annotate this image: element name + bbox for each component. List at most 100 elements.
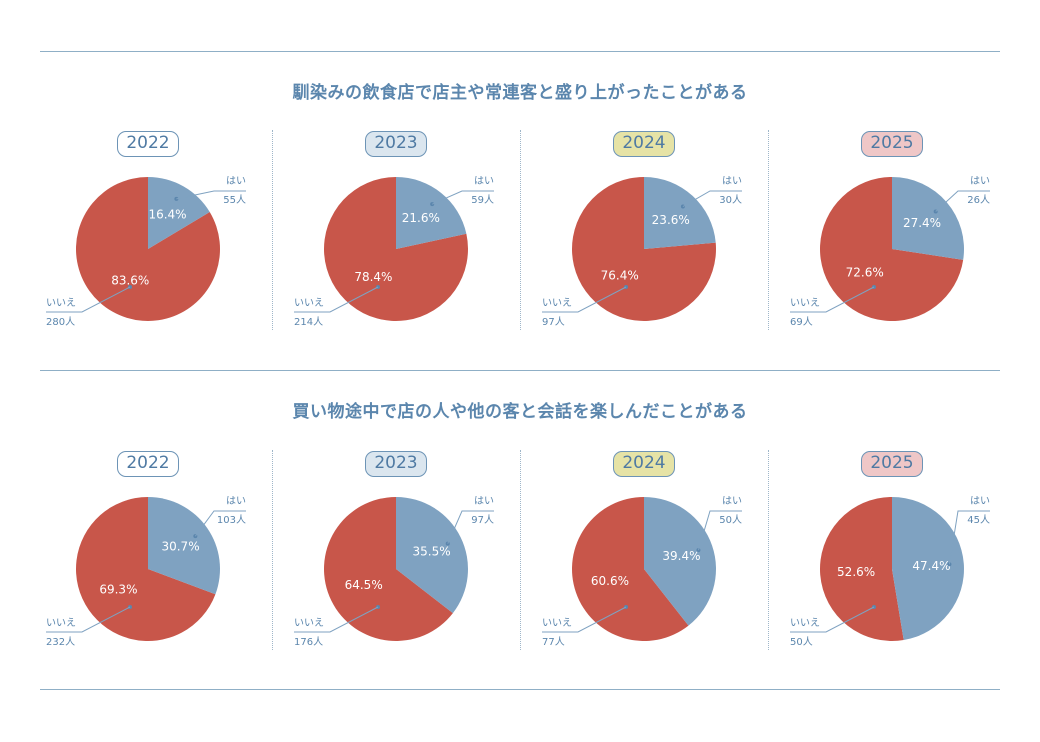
label-yes: はい: [474, 495, 494, 507]
label-no: いいえ: [46, 617, 76, 629]
leader-line-no: [294, 606, 379, 633]
leader-line-no: [46, 286, 131, 313]
pie-pct-yes: 23.6%: [652, 213, 690, 227]
leader-line-no: [294, 286, 379, 313]
year-badge-2-2025: 2025: [861, 451, 923, 477]
leader-line-no: [790, 286, 875, 313]
separator-2-1: [272, 450, 273, 650]
leader-line-no: [46, 606, 131, 633]
pie-pct-yes: 39.4%: [662, 549, 700, 563]
section-2-title: 買い物途中で店の人や他の客と会話を楽しんだことがある: [292, 402, 748, 422]
pie-pct-no: 69.3%: [99, 583, 137, 597]
pie-slice-yes: [644, 497, 717, 626]
count-no: 280人: [46, 316, 75, 328]
label-no: いいえ: [542, 617, 572, 629]
leader-dot-yes: [696, 548, 701, 553]
label-no: いいえ: [46, 297, 76, 309]
pie-slice-no: [323, 497, 453, 641]
pie-pct-yes: 21.6%: [402, 211, 440, 225]
year-badge-1-2022: 2022: [117, 131, 179, 157]
pie-pct-no: 76.4%: [601, 269, 639, 283]
pie-pct-yes: 30.7%: [161, 539, 199, 553]
pie-slice-no: [819, 177, 964, 321]
pie-slice-yes: [396, 177, 467, 249]
year-badge-2-2022: 2022: [117, 451, 179, 477]
label-yes: はい: [474, 175, 494, 187]
pie-pct-yes: 47.4%: [912, 559, 950, 573]
count-yes: 59人: [471, 194, 494, 206]
pie-slice-yes: [396, 497, 468, 614]
leader-line-yes: [176, 190, 246, 200]
label-no: いいえ: [294, 617, 324, 629]
leader-line-yes: [431, 190, 494, 205]
pie-slice-no: [819, 497, 904, 641]
top-rule: [40, 51, 1000, 52]
pie-slice-no: [571, 177, 716, 321]
label-no: いいえ: [294, 297, 324, 309]
year-badge-1-2023: 2023: [365, 131, 427, 157]
pie-slice-no: [75, 177, 220, 321]
label-no: いいえ: [790, 617, 820, 629]
pie-slice-yes: [148, 497, 220, 595]
label-yes: はい: [226, 175, 246, 187]
year-badge-2-2024: 2024: [613, 451, 675, 477]
section-1-title: 馴染みの飲食店で店主や常連客と盛り上がったことがある: [292, 83, 748, 103]
year-badge-1-2025: 2025: [861, 131, 923, 157]
leader-line-yes: [948, 510, 990, 565]
pie-pct-no: 60.6%: [591, 574, 629, 588]
pie-slice-yes: [644, 177, 716, 249]
count-yes: 30人: [719, 194, 742, 206]
year-badge-2-2023: 2023: [365, 451, 427, 477]
pie-pct-no: 52.6%: [837, 565, 875, 579]
count-yes: 97人: [471, 514, 494, 526]
separator-2-2: [520, 450, 521, 650]
separator-2-3: [768, 450, 769, 650]
count-yes: 50人: [719, 514, 742, 526]
leader-line-yes: [935, 190, 990, 212]
label-yes: はい: [970, 495, 990, 507]
bottom-rule: [40, 689, 1000, 690]
middle-rule: [40, 370, 1000, 371]
leader-line-no: [790, 606, 875, 633]
count-no: 232人: [46, 636, 75, 648]
count-no: 69人: [790, 316, 813, 328]
label-yes: はい: [226, 495, 246, 507]
leader-line-no: [542, 606, 627, 633]
count-yes: 45人: [967, 514, 990, 526]
pie-slice-no: [572, 497, 689, 641]
count-no: 97人: [542, 316, 565, 328]
leader-line-yes: [697, 510, 742, 551]
pie-slice-yes: [892, 177, 964, 260]
label-no: いいえ: [790, 297, 820, 309]
pie-pct-yes: 16.4%: [148, 208, 186, 222]
label-yes: はい: [970, 175, 990, 187]
pie-pct-no: 64.5%: [345, 578, 383, 592]
count-yes: 55人: [223, 194, 246, 206]
pie-slice-no: [323, 177, 468, 321]
year-badge-1-2024: 2024: [613, 131, 675, 157]
count-yes: 103人: [217, 514, 246, 526]
pie-pct-no: 78.4%: [354, 270, 392, 284]
label-yes: はい: [722, 175, 742, 187]
count-no: 50人: [790, 636, 813, 648]
leader-line-yes: [447, 510, 494, 544]
separator-1-1: [272, 130, 273, 330]
label-yes: はい: [722, 495, 742, 507]
pie-slice-no: [75, 497, 216, 641]
count-no: 214人: [294, 316, 323, 328]
count-yes: 26人: [967, 194, 990, 206]
count-no: 176人: [294, 636, 323, 648]
pie-pct-no: 83.6%: [111, 273, 149, 287]
pie-slice-yes: [892, 497, 964, 641]
count-no: 77人: [542, 636, 565, 648]
separator-1-2: [520, 130, 521, 330]
leader-line-yes: [682, 190, 742, 207]
leader-line-yes: [194, 510, 246, 537]
pie-pct-yes: 27.4%: [903, 216, 941, 230]
